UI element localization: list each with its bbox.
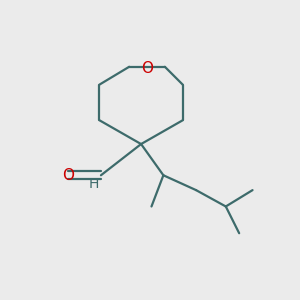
Text: H: H [89, 177, 99, 191]
Text: O: O [141, 61, 153, 76]
Text: O: O [62, 168, 74, 183]
